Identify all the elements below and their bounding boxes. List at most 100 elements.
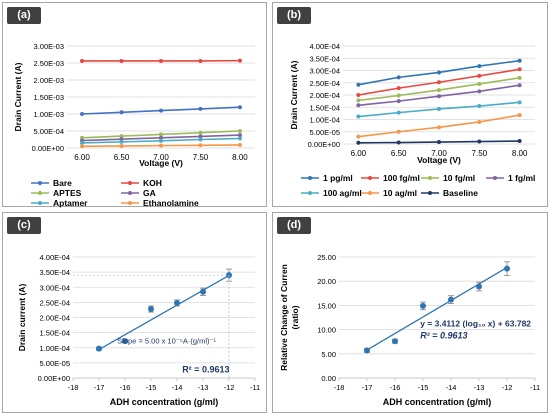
y-tick-label: 2.50E-04 xyxy=(310,79,340,88)
legend-label: 10 ag/ml xyxy=(383,188,417,198)
data-point xyxy=(396,110,401,115)
y-tick-label: 5.00 xyxy=(321,350,336,359)
y-tick-label: 2.00E-03 xyxy=(34,76,64,85)
x-tick-label: -17 xyxy=(94,383,105,392)
legend-marker xyxy=(128,201,132,205)
trendline xyxy=(366,266,508,351)
data-point xyxy=(356,140,361,145)
y-axis-label: Drain Current (A) xyxy=(289,60,299,129)
legend-marker xyxy=(38,191,42,195)
x-tick-label: 7.50 xyxy=(193,153,209,162)
legend-marker xyxy=(368,176,372,180)
data-point xyxy=(159,143,163,148)
data-point xyxy=(477,139,482,144)
x-tick-label: -18 xyxy=(68,383,79,392)
data-point xyxy=(237,142,242,147)
x-axis-label: Voltage (V) xyxy=(139,158,183,168)
data-point xyxy=(119,134,124,139)
legend-marker xyxy=(128,181,132,185)
y-tick-label: 25.00 xyxy=(317,253,336,262)
x-tick-label: -16 xyxy=(120,383,131,392)
y-tick-label: 3.00E-03 xyxy=(34,42,64,51)
data-point xyxy=(437,80,441,85)
x-axis-label: ADH concentration (g/ml) xyxy=(110,397,219,407)
legend-label: 100 ag/ml xyxy=(323,188,362,198)
legend-marker xyxy=(493,176,497,180)
data-point xyxy=(396,99,401,104)
x-tick-label: 6.00 xyxy=(351,149,367,158)
data-point xyxy=(174,299,180,306)
x-tick-label: 6.00 xyxy=(74,153,90,162)
y-tick-label: 1.00E-04 xyxy=(310,116,340,125)
y-tick-label: 2.50E-04 xyxy=(40,298,70,307)
data-point xyxy=(200,288,206,295)
x-tick-label: 7.50 xyxy=(472,149,488,158)
x-tick-label: -17 xyxy=(362,383,373,392)
x-tick-label: -15 xyxy=(418,383,429,392)
y-axis-label: Relative Change of Curren xyxy=(279,264,289,371)
x-tick-label: -14 xyxy=(172,383,183,392)
data-point xyxy=(356,134,361,139)
x-axis-label: ADH concentration (g/ml) xyxy=(383,397,492,407)
data-point xyxy=(148,306,154,313)
x-tick-label: 8.00 xyxy=(232,153,248,162)
x-tick-label: -11 xyxy=(250,383,260,392)
data-point xyxy=(159,135,163,140)
data-point xyxy=(159,138,163,143)
data-point xyxy=(198,137,203,142)
legend-marker xyxy=(308,176,312,180)
panel-label-c: (c) xyxy=(7,217,41,234)
y-tick-label: 1.50E-04 xyxy=(310,103,340,112)
data-point xyxy=(477,73,482,78)
y-tick-label: 3.00E-04 xyxy=(310,67,340,76)
panel-label-b: (b) xyxy=(277,7,311,24)
data-point xyxy=(80,112,85,116)
chart-a: 0.00E+00 5.00E-04 1.00E-03 1.50E-03 2.00E-03… xyxy=(13,42,255,208)
data-point xyxy=(504,265,510,272)
r2-annotation: R² = 0.9613 xyxy=(420,330,467,340)
data-point xyxy=(80,58,85,63)
legend-label: APTES xyxy=(53,188,82,198)
data-point xyxy=(356,103,361,108)
data-point xyxy=(80,140,85,145)
panel-b: (b) 0.00E+00 5.00E-05 1.00E-04 1.50E-04 2.00… xyxy=(272,2,548,207)
x-tick-label: -18 xyxy=(334,383,345,392)
data-point xyxy=(437,94,441,99)
data-point xyxy=(198,58,203,63)
x-tick-label: -13 xyxy=(474,383,485,392)
y-axis-label-unit: (ratio) xyxy=(290,305,300,329)
data-point xyxy=(119,143,124,148)
y-tick-label: 5.00E-05 xyxy=(310,128,340,137)
data-point xyxy=(437,106,441,111)
x-tick-label: 8.00 xyxy=(512,149,528,158)
chart-c: 0.00E+00 5.00E-05 1.00E-04 1.50E-04 2.00E-04… xyxy=(17,253,260,407)
data-point xyxy=(477,81,482,86)
data-point xyxy=(476,283,482,290)
x-tick-label: 6.50 xyxy=(391,149,407,158)
legend-label: 100 fg/ml xyxy=(383,173,420,183)
equation-annotation: y = 3.4112 (log₁₀ x) + 63.782 xyxy=(420,319,531,329)
data-point xyxy=(437,125,441,130)
legend-marker xyxy=(128,191,132,195)
data-point xyxy=(517,113,522,118)
panel-c: (c) 0.00E+00 5.00E-05 1.00E-04 1.50E-04 2.00… xyxy=(2,212,267,413)
x-tick-label: -11 xyxy=(530,383,540,392)
legend-label: Aptamer xyxy=(53,198,88,208)
y-tick-label: 0.00E+00 xyxy=(32,144,64,153)
data-point xyxy=(396,140,401,145)
legend-marker xyxy=(38,201,42,205)
x-tick-label: 7.00 xyxy=(153,153,169,162)
data-point xyxy=(237,129,242,133)
data-point xyxy=(396,129,401,134)
data-point xyxy=(119,110,124,115)
y-tick-label: 1.50E-03 xyxy=(34,93,64,102)
chart-b: 0.00E+00 5.00E-05 1.00E-04 1.50E-04 2.00E-04… xyxy=(289,42,535,198)
x-tick-label: -13 xyxy=(198,383,209,392)
data-point xyxy=(119,58,124,63)
data-point xyxy=(477,119,482,124)
x-tick-label: -12 xyxy=(502,383,513,392)
x-axis-label: Voltage (V) xyxy=(417,155,461,165)
data-point xyxy=(392,338,398,345)
data-point xyxy=(237,136,242,141)
y-tick-label: 5.00E-05 xyxy=(40,359,70,368)
